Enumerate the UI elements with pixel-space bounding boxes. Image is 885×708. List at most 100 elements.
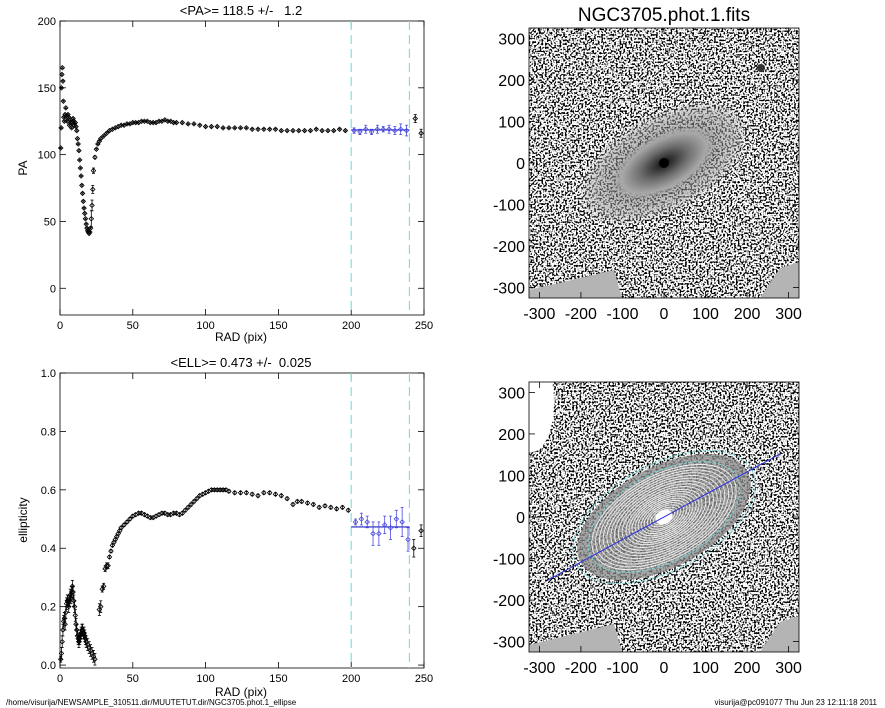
data-point [82, 636, 89, 642]
data-point [76, 157, 83, 163]
data-point [328, 504, 334, 511]
data-point [197, 122, 203, 129]
data-point [118, 525, 124, 531]
data-point [368, 129, 375, 135]
data-point [100, 133, 107, 139]
data-point [59, 71, 65, 78]
y-tick-label: 150 [38, 83, 56, 95]
data-point [214, 123, 221, 130]
data-point [73, 627, 80, 633]
major-axis-line [546, 453, 782, 581]
data-point [418, 130, 424, 137]
data-point [191, 498, 197, 505]
x-tick-label: 100 [196, 320, 214, 332]
y-tick-label: 50 [44, 216, 56, 228]
data-point [103, 130, 110, 137]
x-tick-label: 250 [415, 673, 433, 685]
data-point [249, 491, 255, 497]
x-tick-label: -300 [523, 306, 555, 323]
data-point [173, 119, 180, 126]
data-point [127, 516, 133, 522]
x-tick-label: -200 [565, 660, 597, 677]
x-tick-label: 100 [692, 660, 719, 677]
data-point [179, 510, 186, 516]
x-tick-label: 100 [692, 306, 719, 323]
data-point [370, 530, 376, 537]
x-tick-label: 300 [775, 660, 802, 677]
x-tick-label: 150 [269, 673, 287, 685]
x-tick-label: 0 [660, 660, 669, 677]
data-point [393, 516, 400, 522]
data-point [290, 501, 296, 508]
y-tick-label: 0 [50, 283, 56, 295]
data-point [261, 126, 267, 133]
data-point [63, 105, 69, 111]
x-tick-label: 100 [196, 673, 214, 685]
data-point [57, 145, 64, 151]
data-point [141, 511, 148, 518]
y-tick-label: 200 [498, 427, 525, 444]
data-point [173, 510, 180, 516]
data-point [412, 115, 419, 122]
data-point [58, 85, 65, 91]
data-point [358, 516, 365, 522]
data-point [100, 583, 107, 589]
ell-data-points [57, 487, 424, 666]
data-point [403, 127, 410, 134]
data-point [74, 135, 81, 142]
y-tick-label: -100 [493, 198, 525, 215]
y-tick-label: -200 [493, 239, 525, 256]
data-point [60, 78, 66, 84]
data-point [79, 182, 85, 189]
pa-axis-ticks: 0 50 100 150 200 250 0 50 100 150 200 [38, 16, 434, 332]
y-tick-label: 0 [516, 510, 525, 527]
data-point [272, 126, 279, 133]
data-point [59, 638, 65, 645]
data-point [380, 126, 386, 133]
data-point [92, 656, 98, 663]
data-point [144, 118, 151, 124]
y-tick-label: 100 [498, 468, 525, 485]
data-point [342, 127, 349, 134]
data-point [64, 598, 71, 604]
y-tick-label: 100 [498, 114, 525, 131]
data-point [81, 633, 88, 639]
data-point [319, 127, 325, 134]
data-point [294, 498, 301, 505]
data-point [226, 125, 232, 131]
data-point [255, 492, 261, 499]
x-tick-label: 200 [734, 306, 761, 323]
data-point [73, 621, 79, 627]
x-tick-label: 50 [127, 673, 139, 685]
overlay-axis-ticks: -300 -200 -100 0 100 200 300 -300 -200 -100 0 100 20… [493, 382, 802, 677]
y-tick-label: 200 [38, 16, 56, 28]
ell-axis-ticks: 0 50 100 150 200 250 0.0 0.2 0.4 0.6 0.8 1.0 [41, 368, 433, 685]
ellipticity-profile-plot: <ELL>= 0.473 +/- 0.025 0 50 100 150 200 250 0.… [16, 355, 433, 699]
data-point [71, 603, 78, 610]
data-point [87, 225, 94, 231]
y-tick-label: 0.6 [41, 485, 56, 497]
y-tick-label: -300 [493, 281, 525, 298]
data-point [89, 202, 95, 209]
data-point [255, 126, 261, 133]
data-point [223, 487, 229, 493]
data-point [57, 656, 64, 663]
data-point [124, 519, 130, 525]
data-point [179, 119, 186, 126]
data-point [185, 504, 191, 511]
data-point [333, 506, 340, 512]
data-point [81, 630, 87, 636]
masked-region-right [760, 262, 799, 298]
data-point [162, 117, 168, 123]
y-tick-label: 0.4 [41, 543, 56, 555]
data-point [325, 127, 331, 134]
x-tick-label: 50 [127, 320, 139, 332]
overlay-masked-corner [529, 382, 554, 452]
data-point [188, 501, 194, 508]
y-tick-label: 0.2 [41, 602, 56, 614]
data-point [351, 127, 357, 134]
data-point [59, 65, 66, 71]
data-point [226, 488, 232, 495]
data-point [313, 126, 320, 133]
